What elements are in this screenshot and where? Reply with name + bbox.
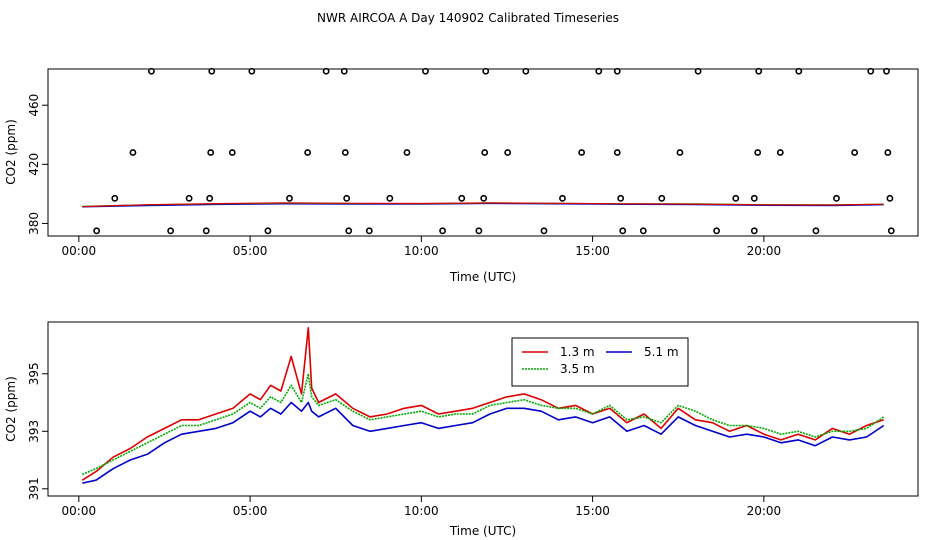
- top-scatter-point: [422, 67, 429, 75]
- plot-frame-top: [47, 68, 919, 237]
- bottom-x-tick-label: 00:00: [62, 504, 97, 518]
- top-scatter-point: [93, 227, 101, 235]
- top-scatter-point: [851, 149, 859, 156]
- bottom-x-tick-label: 15:00: [575, 504, 610, 518]
- top-scatter-point: [887, 227, 895, 235]
- top-scatter-point: [639, 227, 647, 235]
- top-scatter-point: [403, 149, 411, 156]
- top-scatter-point: [264, 227, 272, 235]
- bottom-data-layer: [81, 326, 885, 484]
- top-y-tick-label: 380: [27, 212, 41, 235]
- top-y-tick-label: 460: [27, 94, 41, 117]
- bottom-series-1-3-m-line: [81, 326, 884, 481]
- top-scatter-point: [439, 227, 446, 235]
- bottom-series-5-1-m-line: [82, 401, 885, 484]
- top-scatter-point: [833, 194, 840, 202]
- top-scatter-point: [559, 194, 566, 202]
- panel-bottom-co2-timeseries: 00:00 05:00 10:00 15:00 20:00 391 393 395 Time …: [4, 321, 919, 538]
- top-scatter-point: [341, 149, 349, 156]
- top-scatter-point: [345, 227, 353, 235]
- top-scatter-point: [386, 194, 394, 202]
- top-data-layer: [82, 67, 895, 235]
- top-x-tick-label: 20:00: [747, 244, 782, 258]
- top-scatter-point: [886, 194, 894, 202]
- top-scatter-point: [613, 67, 621, 75]
- top-scatter-point: [617, 194, 625, 202]
- top-y-tick-label: 420: [27, 153, 41, 176]
- top-scatter-point: [111, 194, 119, 202]
- bottom-x-axis-label: Time (UTC): [449, 524, 516, 538]
- top-scatter-point: [883, 67, 890, 75]
- top-scatter-point: [884, 149, 892, 156]
- top-scatter-point: [755, 67, 763, 75]
- top-x-tick-label: 15:00: [575, 244, 610, 258]
- top-scatter-point: [475, 227, 483, 235]
- top-scatter-point: [458, 194, 466, 202]
- top-scatter-point: [304, 149, 312, 156]
- legend-label-5-1-m: 5.1 m: [644, 345, 679, 359]
- top-scatter-point: [732, 194, 740, 202]
- top-scatter-point: [207, 149, 215, 156]
- bottom-y-tick-label: 391: [27, 477, 41, 500]
- top-scatter-point: [750, 194, 758, 202]
- legend: 1.3 m 5.1 m 3.5 m: [511, 337, 689, 387]
- bottom-y-axis-label: CO2 (ppm): [4, 376, 18, 442]
- top-scatter-point: [812, 227, 820, 235]
- top-scatter-point: [713, 227, 720, 235]
- top-scatter-point: [750, 227, 758, 235]
- top-scatter-point: [340, 67, 348, 75]
- plot-frame-bottom: [47, 321, 919, 497]
- top-scatter-point: [504, 149, 512, 156]
- top-x-tick-label: 10:00: [404, 244, 439, 258]
- top-scatter-point: [167, 227, 175, 235]
- top-scatter-point: [595, 67, 603, 75]
- top-scatter-point: [208, 67, 216, 75]
- top-scatter-point: [676, 149, 684, 156]
- top-scatter-point: [480, 194, 488, 202]
- bottom-x-tick-label: 05:00: [233, 504, 268, 518]
- top-series-1-3-m-line: [82, 202, 884, 208]
- top-scatter-point: [754, 149, 762, 156]
- top-scatter-point: [482, 67, 490, 75]
- top-scatter-point: [148, 67, 155, 75]
- top-scatter-point: [522, 67, 530, 75]
- top-scatter-point: [322, 67, 330, 75]
- top-scatter-point: [185, 194, 193, 202]
- bottom-x-tick-label: 10:00: [404, 504, 439, 518]
- legend-label-3-5-m: 3.5 m: [560, 362, 595, 376]
- top-scatter-point: [129, 149, 137, 156]
- top-scatter-point: [540, 227, 548, 235]
- top-axes: 00:00 05:00 10:00 15:00 20:00 380 420 460: [27, 94, 781, 258]
- top-scatter-point: [248, 67, 256, 75]
- panel-top-co2-scatter: 00:00 05:00 10:00 15:00 20:00 380 420 460 Time …: [4, 67, 919, 284]
- top-scatter-point: [867, 67, 875, 75]
- top-x-axis-label: Time (UTC): [449, 270, 516, 284]
- top-scatter-point: [619, 227, 627, 235]
- bottom-axes: 00:00 05:00 10:00 15:00 20:00 391 393 395: [27, 362, 781, 518]
- top-scatter-point: [481, 149, 489, 156]
- top-scatter-point: [206, 194, 214, 202]
- top-scatter-point: [365, 227, 373, 235]
- top-scatter-point: [202, 227, 210, 235]
- top-scatter-point: [658, 194, 666, 202]
- top-scatter-point: [776, 149, 784, 156]
- top-x-tick-label: 00:00: [62, 244, 97, 258]
- top-y-axis-label: CO2 (ppm): [4, 119, 18, 185]
- top-scatter-point: [795, 67, 803, 75]
- top-x-tick-label: 05:00: [233, 244, 268, 258]
- top-scatter-point: [343, 194, 351, 202]
- top-scatter-point: [286, 194, 293, 202]
- legend-label-1-3-m: 1.3 m: [560, 345, 595, 359]
- top-scatter-point: [578, 149, 586, 156]
- top-scatter-point: [613, 149, 621, 156]
- top-scatter-point: [694, 67, 702, 75]
- figure-title: NWR AIRCOA A Day 140902 Calibrated Times…: [317, 11, 619, 25]
- bottom-x-tick-label: 20:00: [747, 504, 782, 518]
- bottom-y-tick-label: 393: [27, 420, 41, 443]
- bottom-series-3-5-m-line: [81, 372, 885, 476]
- legend-box: [511, 337, 689, 387]
- bottom-y-tick-label: 395: [27, 362, 41, 385]
- top-scatter-point: [228, 149, 236, 156]
